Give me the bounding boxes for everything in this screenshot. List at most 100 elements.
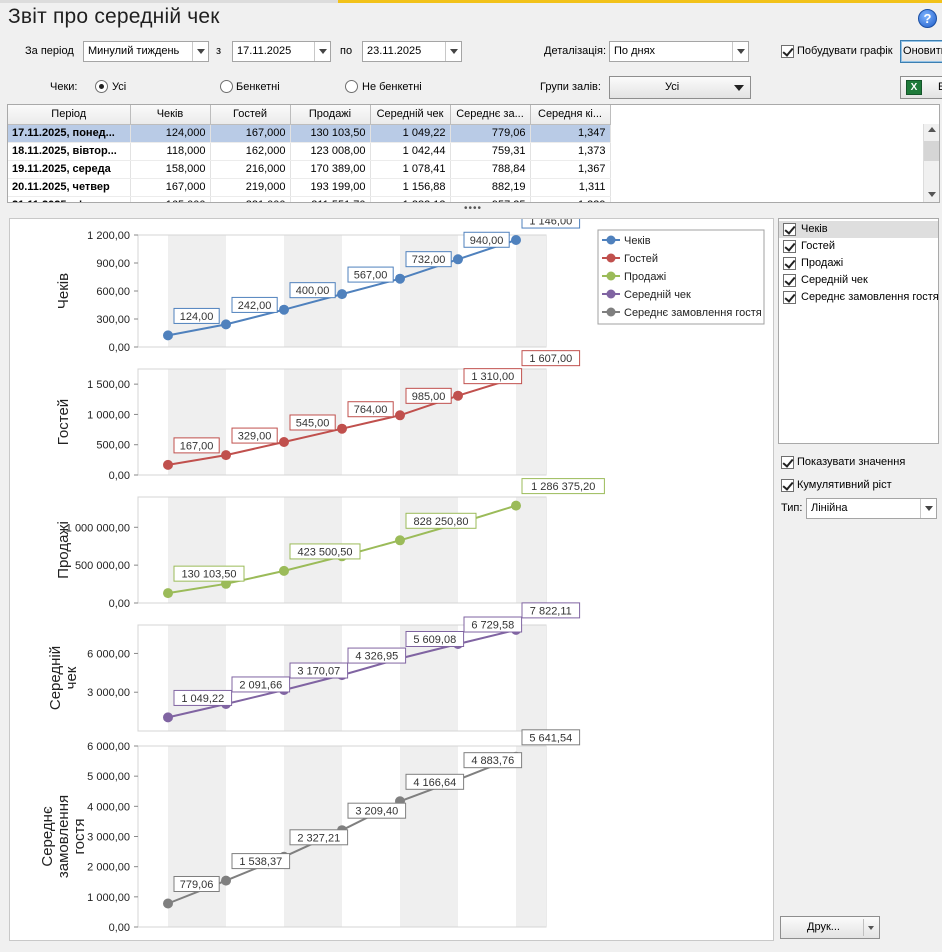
cumulative-checkbox[interactable] — [781, 479, 794, 492]
series-checkbox[interactable] — [783, 291, 796, 304]
y-tick-label: 1 000,00 — [87, 409, 130, 421]
data-point — [453, 254, 463, 265]
chevron-down-icon — [732, 42, 748, 61]
data-label: 1 049,22 — [181, 693, 224, 705]
data-label-box — [405, 251, 452, 268]
data-point — [279, 565, 289, 576]
table-cell: 1 282,13 — [370, 196, 451, 202]
from-date-field[interactable]: 17.11.2025 — [232, 41, 331, 62]
series-item[interactable]: Гостей — [779, 238, 938, 255]
series-item[interactable]: Середній чек — [779, 272, 938, 289]
detail-select[interactable]: По днях — [609, 41, 749, 62]
legend-entry: Середнє замовлення гостя — [624, 307, 762, 319]
period-label: За період — [25, 45, 74, 57]
scrollbar-thumb[interactable] — [924, 141, 939, 161]
plot-band — [168, 497, 226, 603]
series-label: Середній чек — [801, 274, 868, 286]
data-point — [337, 289, 347, 300]
data-label-box — [347, 802, 407, 819]
print-button[interactable]: Друк... — [780, 916, 880, 939]
data-label-box — [463, 368, 523, 385]
series-item[interactable]: Продажі — [779, 255, 938, 272]
from-label: з — [216, 45, 222, 57]
update-button[interactable]: Оновити — [900, 40, 942, 63]
data-label-box — [289, 543, 361, 560]
plot-band — [516, 369, 546, 475]
series-item[interactable]: Чеків — [779, 221, 938, 238]
plot-band — [516, 235, 546, 347]
legend-swatch — [606, 253, 616, 263]
y-axis-label: гостя — [71, 819, 88, 855]
legend-box — [597, 229, 765, 325]
data-label-box — [173, 875, 220, 892]
series-checkbox[interactable] — [783, 240, 796, 253]
data-label: 400,00 — [296, 285, 330, 297]
y-tick-label: 0,00 — [109, 342, 130, 354]
series-checkbox[interactable] — [783, 223, 796, 236]
report-grid: Період Чеків Гостей Продажі Середній чек Сере… — [8, 105, 611, 202]
column-header[interactable]: Середня кі... — [530, 105, 611, 125]
y-axis-label: Гостей — [55, 399, 72, 445]
data-label: 1 607,00 — [529, 353, 572, 365]
chevron-down-icon — [734, 85, 744, 91]
series-checkbox[interactable] — [783, 274, 796, 287]
legend-swatch — [606, 235, 616, 245]
data-label: 4 883,76 — [471, 755, 514, 767]
chevron-down-icon — [868, 926, 874, 930]
column-header[interactable]: Продажі — [290, 105, 371, 125]
period-select[interactable]: Минулий тиждень — [83, 41, 209, 62]
window-top-strip — [0, 0, 942, 3]
table-row[interactable]: 20.11.2025, четвер 167,000 219,000 193 199,… — [8, 178, 611, 197]
data-label-box — [347, 647, 407, 664]
table-row[interactable]: 18.11.2025, вівтор... 118,000 162,000 123 0… — [8, 142, 611, 161]
radio-banquet[interactable] — [220, 80, 233, 93]
radio-nonbanquet[interactable] — [345, 80, 358, 93]
data-label: 732,00 — [412, 254, 446, 266]
series-list[interactable]: Чеків Гостей Продажі Середній чек Середнє за… — [778, 218, 939, 444]
radio-all[interactable] — [95, 80, 108, 93]
series-label: Гостей — [801, 240, 836, 252]
show-values-label: Показувати значення — [797, 456, 906, 468]
data-label: 7 822,11 — [530, 605, 572, 617]
data-label: 940,00 — [470, 235, 504, 247]
y-tick-label: 5 000,00 — [87, 771, 130, 783]
data-label-box — [173, 307, 220, 324]
column-header[interactable]: Період — [8, 105, 131, 125]
legend-entry: Гостей — [624, 253, 658, 265]
charts-svg: 0,00 300,00 600,00 900,00 1 200,00 Чеків 124,0… — [39, 212, 765, 934]
series-item[interactable]: Середнє замовлення гостя — [779, 289, 938, 306]
plot-band — [168, 625, 226, 731]
column-header[interactable]: Середній чек — [370, 105, 451, 125]
to-date-field[interactable]: 23.11.2025 — [362, 41, 462, 62]
data-label-box — [405, 630, 465, 647]
export-excel-label: E — [938, 77, 942, 98]
type-label: Тип: — [781, 502, 803, 514]
splitter-grip[interactable]: •••• — [464, 203, 483, 214]
show-values-checkbox[interactable] — [781, 456, 794, 469]
data-label-box — [521, 350, 581, 367]
table-cell: 20.11.2025, четвер — [8, 178, 131, 197]
series-checkbox[interactable] — [783, 257, 796, 270]
table-row[interactable]: 17.11.2025, понед... 124,000 167,000 130 10… — [8, 124, 611, 143]
report-table[interactable]: Період Чеків Гостей Продажі Середній чек Сере… — [7, 104, 940, 203]
table-cell: 193 199,00 — [290, 178, 371, 197]
build-chart-checkbox[interactable] — [781, 45, 794, 58]
data-label: 167,00 — [180, 440, 214, 452]
help-button[interactable]: ? — [918, 9, 937, 28]
plot-band — [168, 235, 226, 347]
hall-groups-select[interactable]: Усі — [609, 76, 751, 99]
plot-band — [516, 497, 546, 603]
data-label: 764,00 — [354, 404, 388, 416]
export-excel-button[interactable]: X E — [900, 76, 942, 99]
column-header[interactable]: Чеків — [130, 105, 211, 125]
column-header[interactable]: Середнє за... — [450, 105, 531, 125]
table-scrollbar[interactable] — [923, 124, 939, 202]
table-cell: 170 389,00 — [290, 160, 371, 179]
table-row[interactable]: 21.11.2025, п'ятн...165,000221,000211 55… — [8, 196, 611, 202]
table-row[interactable]: 19.11.2025, середа 158,000 216,000 170 389,… — [8, 160, 611, 179]
data-label-box — [463, 752, 523, 769]
data-label: 4 166,64 — [413, 777, 456, 789]
table-cell: 17.11.2025, понед... — [8, 124, 131, 143]
chart-type-select[interactable]: Лінійна — [806, 498, 937, 519]
column-header[interactable]: Гостей — [210, 105, 291, 125]
